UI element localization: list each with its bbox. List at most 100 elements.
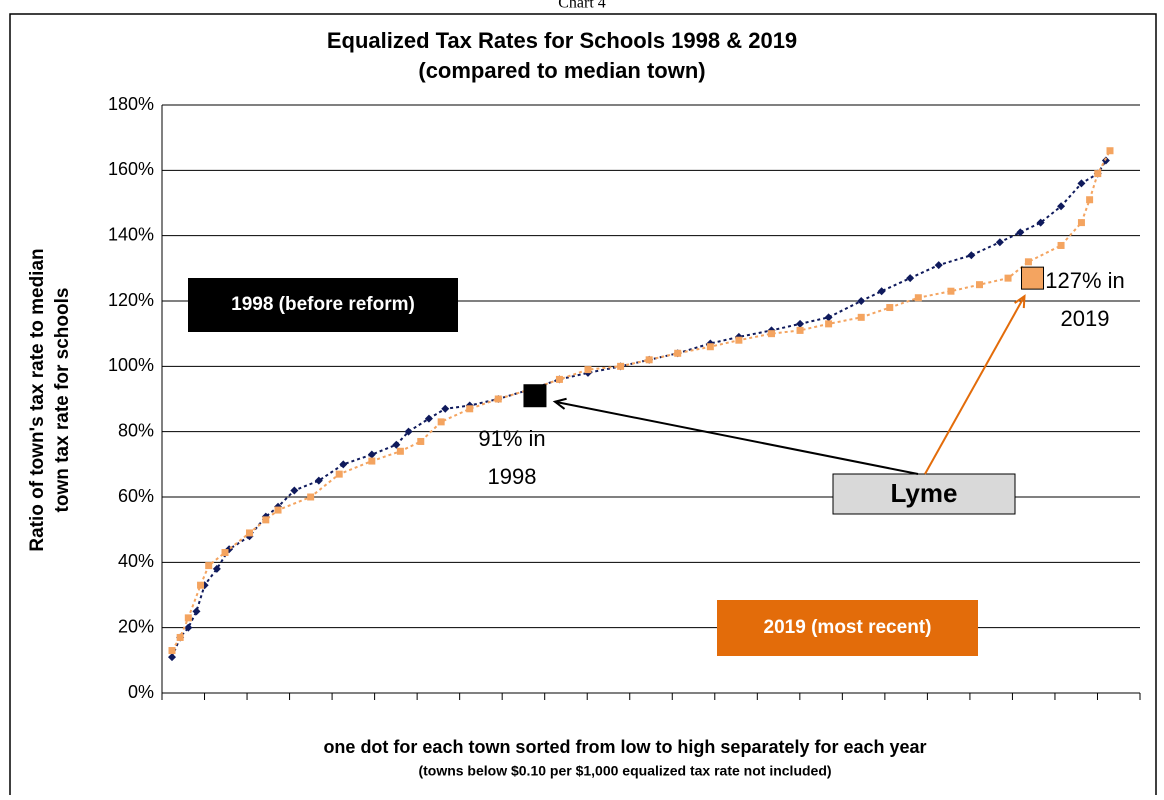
dot [825, 320, 833, 328]
dot [914, 294, 922, 302]
dot [995, 238, 1004, 247]
arrow-head [1014, 294, 1026, 309]
y-tick-label: 20% [118, 616, 154, 636]
y-tick-label: 80% [118, 420, 154, 440]
y-tick-label: 100% [108, 355, 154, 375]
dot [417, 437, 425, 445]
dot [176, 633, 184, 641]
dot [424, 414, 433, 423]
dot [1077, 179, 1086, 188]
dot [796, 319, 805, 328]
y-tick-label: 60% [118, 486, 154, 506]
dot [466, 405, 474, 413]
legend-text: 1998 (before reform) [231, 294, 415, 315]
dot [404, 427, 413, 436]
dot [645, 356, 653, 364]
lyme-box [832, 473, 1016, 515]
dot [735, 336, 743, 344]
y-tick-label: 160% [108, 159, 154, 179]
legend-text: 2019 (most recent) [764, 617, 932, 638]
chart-subtitle: (compared to median town) [418, 58, 705, 83]
dot [335, 470, 343, 478]
dot [339, 460, 348, 469]
dot [212, 564, 221, 573]
dot [1057, 241, 1065, 249]
arrow-head [552, 397, 567, 410]
arrow [554, 400, 919, 475]
chart-title: Equalized Tax Rates for Schools 1998 & 2… [327, 28, 797, 53]
dot [168, 647, 176, 655]
dot [314, 476, 323, 485]
y-tick-label: 120% [108, 290, 154, 310]
y-axis-label: Ratio of town's tax rate to median [27, 248, 48, 551]
dot [857, 297, 866, 305]
y-tick-label: 40% [118, 551, 154, 571]
dot [168, 653, 176, 662]
lyme-annotation: 127% in [1045, 268, 1125, 293]
dot [437, 418, 445, 426]
dot [1036, 218, 1045, 227]
y-tick-label: 140% [108, 224, 154, 244]
dot [197, 581, 205, 589]
dot [392, 440, 401, 449]
dot [1094, 170, 1102, 178]
dot [555, 375, 563, 383]
lyme-label: Lyme [891, 478, 958, 508]
dot [967, 251, 976, 260]
dot [184, 614, 192, 622]
legend-box [717, 600, 978, 656]
dot [290, 486, 299, 495]
series-line [171, 150, 1111, 652]
dot [886, 304, 894, 312]
dot [307, 493, 315, 501]
y-axis-label: town tax rate for schools [52, 288, 73, 513]
dot [1077, 219, 1085, 227]
series-line [171, 160, 1107, 658]
lyme-annotation: 1998 [488, 464, 537, 489]
dot [184, 623, 193, 632]
dot [768, 330, 776, 338]
dot [975, 281, 983, 289]
dot [1086, 196, 1094, 204]
dot [947, 287, 955, 295]
dot [245, 529, 253, 537]
dot [192, 607, 201, 616]
dot [221, 549, 229, 557]
dot [617, 362, 625, 370]
dot [706, 343, 714, 351]
dot [934, 261, 943, 270]
lyme-marker [523, 384, 547, 408]
dot [1016, 228, 1025, 237]
dot [274, 506, 282, 514]
lyme-annotation: 91% in [478, 426, 545, 451]
x-axis-label: one dot for each town sorted from low to… [323, 737, 926, 757]
legend-box [188, 278, 458, 332]
dot [674, 349, 682, 357]
dot [877, 287, 886, 296]
y-tick-label: 180% [108, 94, 154, 114]
frame [9, 13, 1157, 800]
dot [824, 313, 833, 322]
dot [584, 366, 592, 374]
dot [1024, 258, 1032, 266]
x-axis-note: (towns below $0.10 per $1,000 equalized … [418, 763, 831, 779]
arrow [924, 295, 1026, 475]
page-title: Chart 4 [558, 0, 606, 12]
lyme-annotation: 2019 [1061, 306, 1110, 331]
dot [494, 395, 502, 403]
dot [796, 326, 804, 334]
dot [396, 447, 404, 455]
lyme-marker [1021, 266, 1045, 290]
dot [367, 450, 376, 459]
dot [1057, 202, 1066, 211]
dot [441, 404, 450, 413]
dot [906, 274, 915, 283]
y-tick-label: 0% [128, 682, 154, 702]
dot [1004, 274, 1012, 282]
dot [205, 562, 213, 570]
dot [368, 457, 376, 465]
dot [1106, 147, 1114, 155]
dot [857, 313, 865, 321]
dot [262, 516, 270, 524]
